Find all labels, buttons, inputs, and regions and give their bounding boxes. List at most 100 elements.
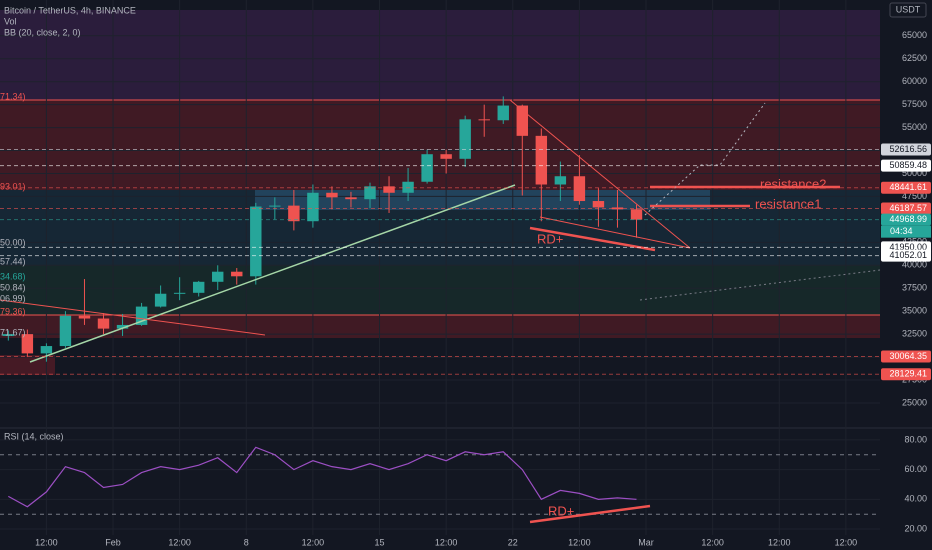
x-tick-label: 22 (508, 537, 518, 547)
x-tick-label: 12:00 (435, 537, 458, 547)
left-labels: 71.34) 93.01) 50.00) 57.44) 34.68) 50.84… (0, 91, 26, 337)
candle-body (554, 176, 567, 185)
currency[interactable]: USDT (896, 4, 921, 14)
price-label-box (881, 202, 931, 215)
price-label-box (881, 350, 931, 363)
candle-body (250, 206, 262, 277)
annotation: resistance2 (760, 176, 826, 191)
y-tick-label: 60.00 (904, 464, 927, 474)
candle-body (231, 271, 243, 277)
y-tick-label: 65000 (902, 30, 927, 40)
bb-label: BB (20, close, 2, 0) (4, 27, 81, 37)
candle-body (326, 192, 338, 198)
candle-body (497, 105, 509, 121)
x-tick-label: 15 (375, 537, 385, 547)
candle-body (630, 209, 643, 220)
left-label: 57.44) (0, 256, 26, 266)
candle-body (478, 119, 490, 121)
candle-body (59, 315, 72, 347)
symbol: Bitcoin / TetherUS, 4h, BINANCE (4, 5, 136, 15)
price-label-box (881, 181, 931, 194)
candle-body (440, 154, 452, 159)
annotation: RD+ (537, 231, 563, 246)
candle-body (364, 186, 376, 200)
candle-body (402, 181, 414, 193)
x-tick-label: Mar (638, 537, 654, 547)
y-tick-label: 40000 (902, 260, 927, 270)
x-tick-label: 12:00 (168, 537, 191, 547)
candle-body (307, 192, 319, 222)
left-label: 50.00) (0, 237, 26, 247)
price-label-box (881, 368, 931, 381)
left-label: 06.99) (0, 293, 26, 303)
x-tick-label: Feb (105, 537, 121, 547)
candle-body (516, 105, 528, 136)
candle-body (97, 318, 110, 329)
left-label: 50.84) (0, 282, 26, 292)
zones (0, 10, 932, 429)
y-tick-label: 57500 (902, 99, 927, 109)
y-tick-label: 20.00 (904, 523, 927, 533)
left-label: 93.01) (0, 181, 26, 191)
grid (0, 0, 880, 535)
x-tick-label: 12:00 (701, 537, 724, 547)
price-label: 30064.35 (889, 351, 927, 361)
x-tick-label: 12:00 (835, 537, 858, 547)
candle-body (135, 306, 148, 325)
candle-body (573, 176, 586, 202)
rsi-line (8, 446, 637, 508)
candle-body (154, 293, 167, 307)
price-label: 52616.56 (889, 144, 927, 154)
candle-body (173, 292, 186, 294)
price-label: 41052.01 (889, 250, 927, 260)
x-tick-label: 8 (244, 537, 249, 547)
price-label-box (881, 143, 931, 156)
x-tick-label: 12:00 (768, 537, 791, 547)
x-tick-label: 12:00 (35, 537, 58, 547)
price-label: 28129.41 (889, 369, 927, 379)
y-tick-label: 40.00 (904, 494, 927, 504)
candle-body (78, 315, 91, 319)
left-label: 79.36) (0, 306, 26, 316)
candle-body (592, 201, 605, 208)
left-label: 71.34) (0, 91, 26, 101)
y-tick-label: 50000 (902, 168, 927, 178)
price-label: 50859.48 (889, 160, 927, 170)
countdown: 04:34 (890, 226, 913, 236)
candle-body (116, 324, 129, 329)
y-tick-label: 80.00 (904, 434, 927, 444)
candle-body (21, 334, 34, 354)
candle-body (288, 205, 300, 222)
candle-body (2, 334, 15, 336)
currency-box[interactable] (889, 2, 927, 18)
price-label-box (881, 249, 931, 262)
price-label: 46187.57 (889, 203, 927, 213)
rsi-title: RSI (14, close) (4, 431, 64, 441)
y-tick-label: 35000 (902, 306, 927, 316)
x-tick-label: 12:00 (302, 537, 325, 547)
x-tick-label: 12:00 (568, 537, 591, 547)
countdown-box (881, 225, 931, 238)
price-label-box (881, 159, 931, 172)
price-label: 48441.61 (889, 182, 927, 192)
price-label-box (881, 213, 931, 226)
y-tick-label: 62500 (902, 53, 927, 63)
candle-body (212, 271, 224, 282)
candle-body (383, 186, 395, 193)
annotation: RD+ (548, 503, 574, 518)
drawings (0, 99, 881, 524)
candle-body (535, 135, 548, 185)
price-label: 44968.99 (889, 214, 927, 224)
annotation: resistance1 (755, 196, 821, 211)
y-tick-label: 47500 (902, 191, 927, 201)
y-tick-label: 25000 (902, 397, 927, 407)
vol-label: Vol (4, 16, 17, 26)
candle-body (459, 119, 471, 159)
candle-body (269, 205, 281, 207)
y-tick-label: 32500 (902, 329, 927, 339)
candle-body (421, 154, 433, 182)
candle-body (40, 346, 53, 354)
y-tick-label: 55000 (902, 122, 927, 132)
left-label: 34.68) (0, 271, 26, 281)
